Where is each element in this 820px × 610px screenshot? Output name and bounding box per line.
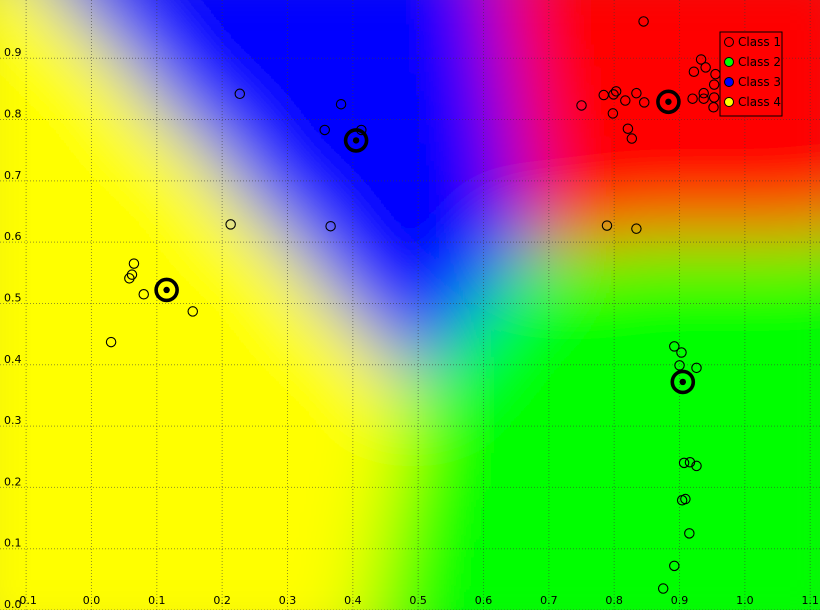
data-point <box>598 89 609 101</box>
y-tick-label: 0.7 <box>4 169 22 182</box>
data-point <box>225 219 236 230</box>
data-point <box>688 66 700 77</box>
y-tick-label: 0.6 <box>4 230 22 243</box>
y-tick-label: 0.9 <box>4 46 22 59</box>
x-tick-label: 1.1 <box>801 594 819 607</box>
x-tick-label: 0.4 <box>344 594 362 607</box>
centroid-outer-ring <box>154 277 179 303</box>
legend-marker <box>724 37 734 47</box>
legend-label: Class 2 <box>738 55 781 69</box>
legend-marker <box>724 57 734 67</box>
data-point <box>698 87 709 99</box>
data-point <box>631 223 642 234</box>
legend-label: Class 3 <box>738 75 781 89</box>
data-point <box>638 16 649 27</box>
centroid-outer-ring <box>343 128 369 153</box>
legend-label: Class 4 <box>738 95 781 109</box>
data-point <box>187 306 198 317</box>
data-point <box>638 97 650 108</box>
x-tick-label: 0.7 <box>540 594 558 607</box>
x-tick-label: 0.9 <box>671 594 689 607</box>
data-point <box>335 98 347 110</box>
y-tick-label: 0.0 <box>4 598 22 610</box>
data-point <box>691 460 702 472</box>
data-point <box>325 220 336 232</box>
centroid-center <box>665 98 672 105</box>
data-point <box>684 457 696 468</box>
data-point <box>680 493 691 505</box>
data-point <box>620 95 631 106</box>
y-tick-label: 0.2 <box>4 475 22 488</box>
data-point <box>684 528 695 539</box>
data-point <box>691 362 702 374</box>
data-point <box>708 102 719 113</box>
data-point <box>622 123 634 134</box>
data-point <box>708 79 720 90</box>
data-point <box>687 93 698 104</box>
data-point <box>669 560 680 572</box>
data-point <box>626 133 638 144</box>
data-point <box>601 220 613 231</box>
class-centroids <box>154 89 696 395</box>
data-point <box>576 100 587 111</box>
data-point <box>700 62 711 73</box>
y-tick-label: 0.8 <box>4 108 22 121</box>
x-tick-label: 0.1 <box>148 594 166 607</box>
centroid-center <box>352 137 360 144</box>
legend-marker <box>724 97 734 107</box>
legend-label: Class 1 <box>738 35 781 49</box>
centroid-outer-ring <box>670 369 696 395</box>
y-tick-label: 0.1 <box>4 537 22 550</box>
y-tick-label: 0.4 <box>4 353 22 366</box>
data-point <box>676 347 687 358</box>
data-point <box>105 336 117 348</box>
y-tick-label: 0.3 <box>4 414 22 427</box>
x-tick-label: 0.2 <box>213 594 231 607</box>
x-tick-label: 0.5 <box>409 594 427 607</box>
data-point <box>698 93 709 104</box>
x-tick-label: 0.0 <box>83 594 101 607</box>
legend-marker <box>724 77 734 87</box>
data-point <box>695 54 707 65</box>
data-point <box>610 86 622 97</box>
legend: Class 1 Class 2 Class 3 Class 4 <box>719 31 783 117</box>
data-point <box>678 457 690 469</box>
data-point <box>128 258 140 269</box>
data-point <box>669 341 680 352</box>
centroid-center <box>679 378 686 386</box>
x-tick-label: 0.8 <box>605 594 623 607</box>
x-tick-label: 0.3 <box>279 594 297 607</box>
y-tick-label: 0.5 <box>4 291 22 304</box>
data-point <box>319 124 330 136</box>
data-point <box>138 289 149 300</box>
axis-tick-labels: -0.1 0.0 0.1 0.2 0.3 0.4 0.5 0.6 0.7 0.8 0.9 1.0 1.1… <box>4 46 819 610</box>
data-point <box>631 87 642 99</box>
x-tick-label: 1.0 <box>736 594 754 607</box>
data-point <box>657 583 669 594</box>
data-point <box>607 108 619 119</box>
data-point <box>234 88 246 100</box>
x-tick-label: -0.1 <box>15 594 36 607</box>
centroid-center <box>163 286 170 294</box>
data-point <box>124 273 135 284</box>
centroid-outer-ring <box>656 89 681 115</box>
x-tick-label: 0.6 <box>475 594 493 607</box>
